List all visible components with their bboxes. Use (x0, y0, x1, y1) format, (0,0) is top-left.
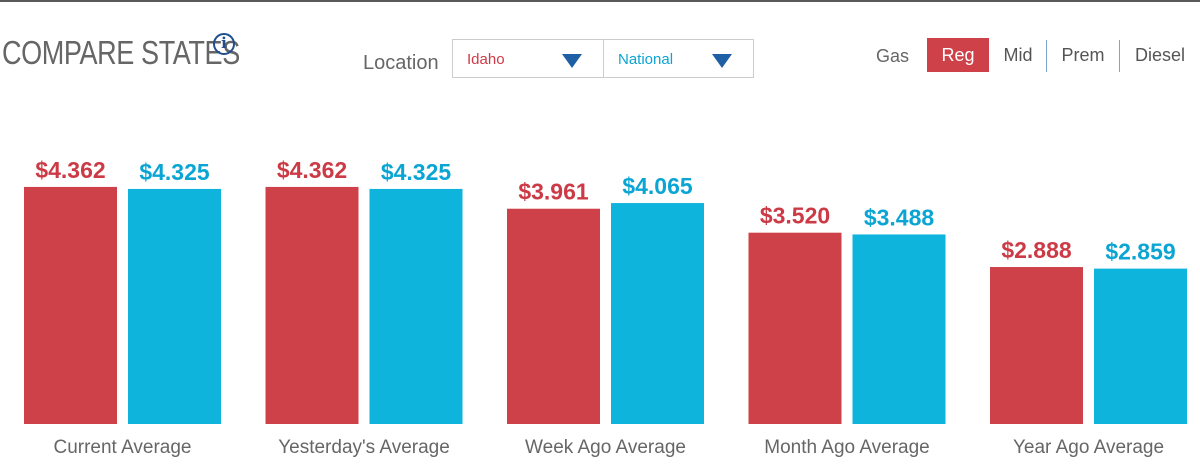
fuel-tab-divider (1119, 40, 1120, 72)
category-label-1: Yesterday's Average (278, 437, 450, 458)
data-label-state-3: $3.520 (760, 203, 830, 229)
bar-state-2[interactable] (507, 208, 600, 424)
category-label-2: Week Ago Average (525, 437, 686, 458)
fuel-tab-reg[interactable]: Reg (927, 38, 989, 72)
category-label-3: Month Ago Average (764, 437, 930, 458)
fuel-type-label: Gas (876, 46, 910, 66)
national-select[interactable]: National (603, 39, 754, 78)
location-label: Location (363, 52, 439, 74)
data-label-state-2: $3.961 (518, 179, 589, 205)
triangle-down-icon (562, 54, 582, 68)
data-label-national-1: $4.325 (381, 159, 452, 185)
data-label-state-0: $4.362 (35, 157, 105, 183)
bar-state-3[interactable] (748, 232, 842, 424)
data-label-national-3: $3.488 (864, 204, 935, 230)
fuel-tab-divider (1046, 40, 1047, 72)
bar-state-0[interactable] (24, 186, 117, 424)
bar-national-4[interactable] (1094, 268, 1187, 424)
bar-state-4[interactable] (990, 267, 1083, 424)
fuel-tab-mid[interactable]: Mid (1003, 45, 1033, 65)
chart-header: COMPARE STATES i (2, 33, 292, 73)
data-label-state-4: $2.888 (1001, 237, 1072, 263)
state-select-value: Idaho (467, 51, 505, 68)
bar-national-1[interactable] (369, 188, 463, 424)
bar-national-0[interactable] (128, 188, 221, 424)
bar-state-1[interactable] (265, 186, 359, 424)
fuel-tab-prem[interactable]: Prem (1061, 45, 1105, 65)
data-label-national-0: $4.325 (139, 159, 210, 185)
page-title: COMPARE STATES (2, 34, 240, 71)
info-circle-icon[interactable]: i (213, 33, 235, 55)
data-label-state-1: $4.362 (277, 157, 347, 183)
data-label-national-4: $2.859 (1105, 239, 1175, 265)
bar-national-2[interactable] (611, 203, 704, 424)
category-label-0: Current Average (53, 437, 191, 458)
data-label-national-2: $4.065 (622, 173, 693, 199)
national-select-value: National (618, 51, 674, 68)
bar-national-3[interactable] (852, 234, 946, 424)
top-divider (0, 0, 1200, 2)
category-label-4: Year Ago Average (1013, 437, 1164, 458)
triangle-down-icon (712, 54, 732, 68)
fuel-tab-diesel[interactable]: Diesel (1134, 45, 1186, 65)
